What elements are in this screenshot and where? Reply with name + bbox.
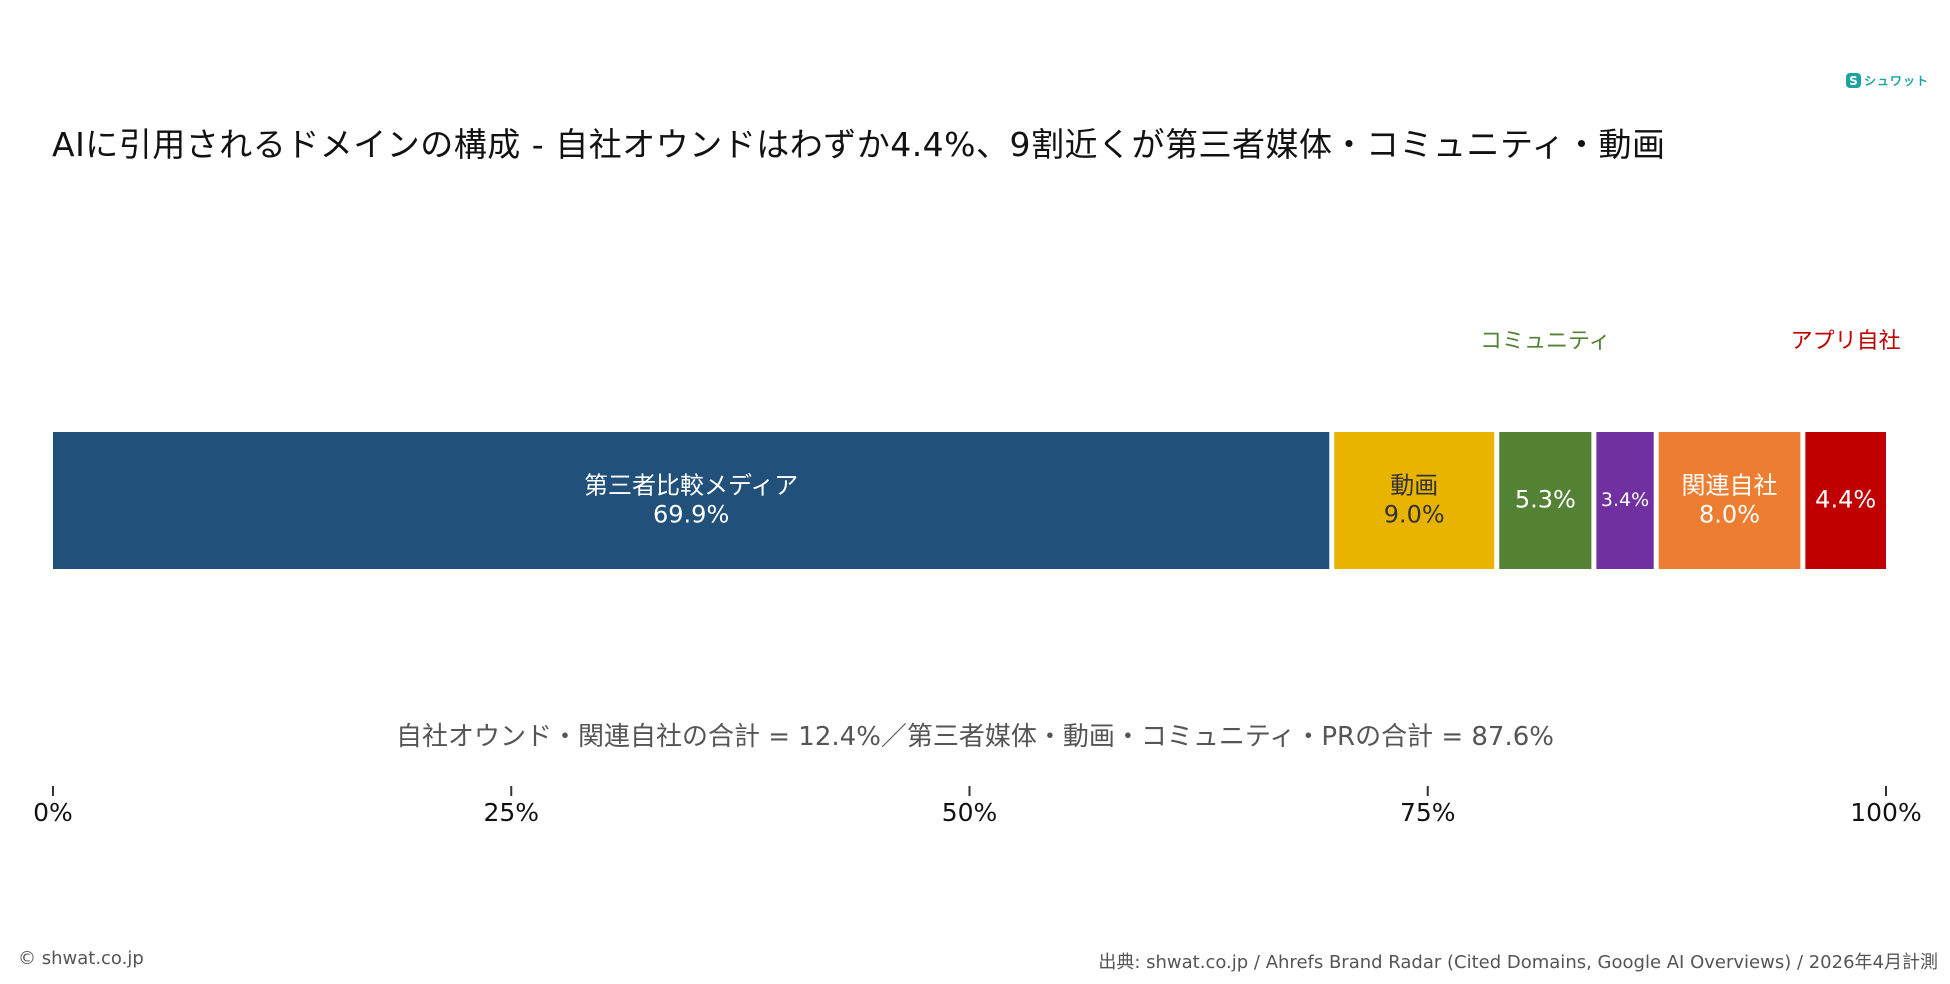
bar-segment	[53, 432, 1330, 569]
chart-title: AIに引用されるドメインの構成 - 自社オウンドはわずか4.4%、9割近くが第三…	[52, 125, 1666, 164]
logo-s-icon: S	[1846, 73, 1861, 88]
x-tick-label: 0%	[33, 798, 73, 827]
segment-value-label: 8.0%	[1699, 501, 1760, 529]
segment-name-label: 第三者比較メディア	[584, 472, 798, 500]
bar-segment	[1334, 432, 1495, 569]
segment-value-label: 3.4%	[1601, 489, 1649, 511]
bar-segment	[1658, 432, 1801, 569]
summary-text: 自社オウンド・関連自社の合計 = 12.4%／第三者媒体・動画・コミュニティ・P…	[395, 722, 1554, 752]
segment-value-label: 69.9%	[653, 501, 729, 529]
segment-value-label: 4.4%	[1815, 486, 1876, 514]
segment-name-label: 関連自社	[1682, 472, 1778, 500]
x-tick-label: 50%	[942, 798, 998, 827]
source-text: 出典: shwat.co.jp / Ahrefs Brand Radar (Ci…	[1098, 952, 1938, 973]
bar-segment	[1596, 432, 1654, 569]
x-tick-label: 100%	[1850, 798, 1921, 827]
segment-value-label: 9.0%	[1384, 501, 1445, 529]
brand-logo: S シュワット	[1846, 72, 1929, 89]
x-tick-label: 25%	[483, 798, 539, 827]
bar-segment	[1805, 432, 1886, 569]
logo-text: シュワット	[1864, 74, 1930, 88]
copyright-text: © shwat.co.jp	[18, 948, 144, 969]
segment-name-label-above: コミュニティ	[1480, 329, 1611, 354]
x-tick-label: 75%	[1400, 798, 1456, 827]
bar-segment	[1499, 432, 1592, 569]
segment-name-label: 動画	[1390, 472, 1438, 500]
segment-name-label-above: アプリ自社	[1791, 329, 1901, 354]
segment-value-label: 5.3%	[1515, 486, 1576, 514]
